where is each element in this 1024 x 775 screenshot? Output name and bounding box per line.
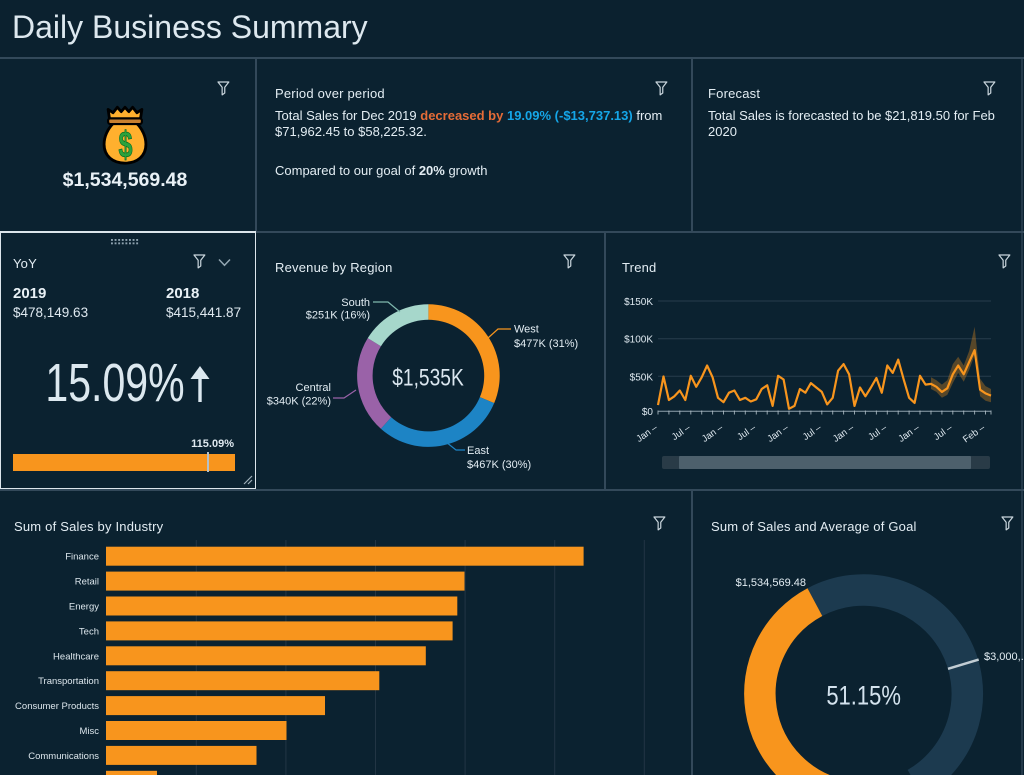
svg-text:Energy: Energy (69, 602, 99, 613)
svg-text:Feb –: Feb – (961, 422, 988, 445)
svg-text:$0: $0 (642, 407, 654, 418)
svg-text:Jan –: Jan – (634, 422, 660, 445)
svg-text:$1,534,569.48: $1,534,569.48 (736, 577, 806, 589)
svg-text:$: $ (119, 123, 133, 165)
svg-text:$467K (30%): $467K (30%) (467, 459, 531, 471)
svg-text:$150K: $150K (624, 297, 653, 308)
svg-text:Jan –: Jan – (700, 422, 726, 445)
svg-text:East: East (467, 445, 489, 457)
svg-text:Jul –: Jul – (932, 422, 955, 443)
svg-text:51.15%: 51.15% (826, 682, 901, 711)
svg-text:$477K (31%): $477K (31%) (514, 338, 578, 350)
svg-text:Consumer Products: Consumer Products (15, 701, 99, 712)
svg-text:Jan –: Jan – (831, 422, 857, 445)
svg-text:West: West (514, 324, 539, 336)
svg-text:Jul –: Jul – (866, 422, 889, 443)
svg-text:Tech: Tech (79, 626, 99, 637)
svg-text:$3,000,...: $3,000,... (984, 651, 1024, 663)
svg-text:Jul –: Jul – (801, 422, 824, 443)
svg-text:$251K (16%): $251K (16%) (306, 310, 370, 322)
svg-text:South: South (341, 297, 370, 309)
svg-text:$340K (22%): $340K (22%) (267, 396, 331, 408)
svg-text:Jan –: Jan – (765, 422, 791, 445)
svg-text:Central: Central (296, 382, 331, 394)
svg-text:Transportation: Transportation (38, 676, 99, 687)
svg-text:$50K: $50K (630, 372, 654, 383)
svg-text:Jul –: Jul – (670, 422, 693, 443)
svg-text:Healthcare: Healthcare (53, 651, 99, 662)
svg-text:$100K: $100K (624, 335, 653, 346)
svg-text:Jul –: Jul – (735, 422, 758, 443)
svg-text:Communications: Communications (28, 751, 99, 762)
svg-text:Finance: Finance (65, 552, 99, 563)
svg-text:Misc: Misc (79, 726, 99, 737)
svg-text:Retail: Retail (75, 577, 99, 588)
svg-text:Jan –: Jan – (896, 422, 922, 445)
svg-text:$1,535K: $1,535K (392, 363, 464, 391)
